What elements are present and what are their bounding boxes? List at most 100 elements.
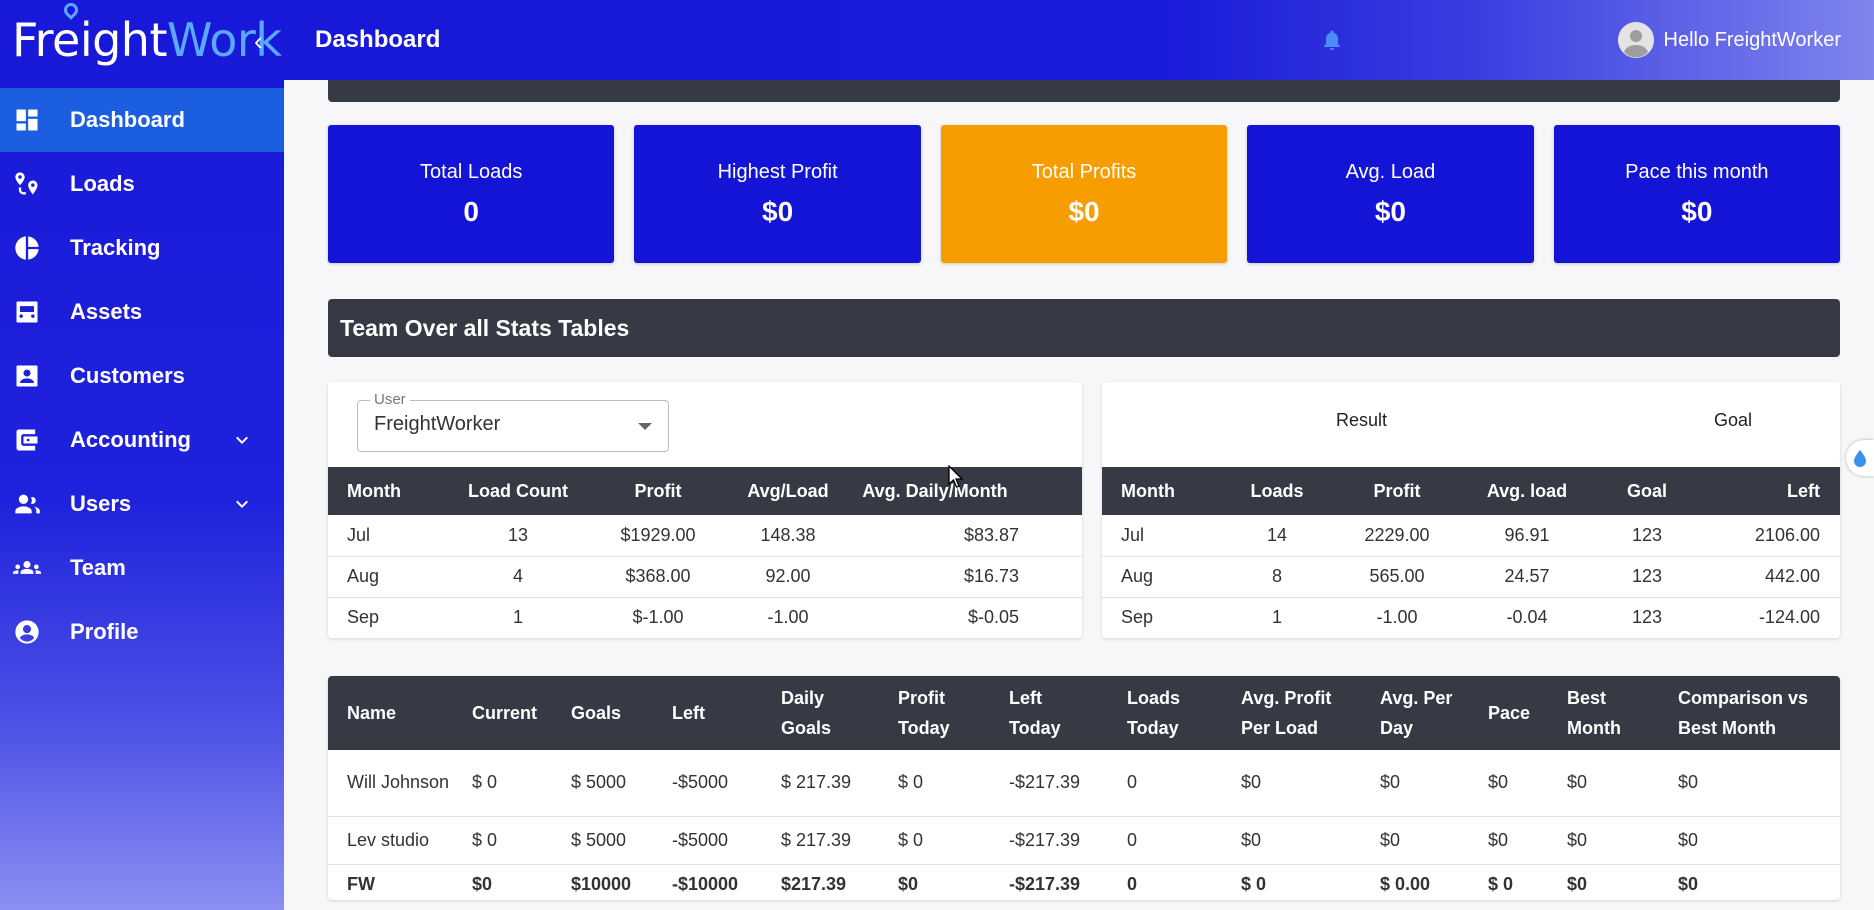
stat-card-value: $0: [762, 195, 794, 227]
section-bar-partial: [328, 80, 1840, 102]
floating-helper-widget[interactable]: [1846, 440, 1874, 476]
table-cell: 0: [1108, 816, 1222, 865]
stat-card-value: $0: [1068, 195, 1100, 227]
column-header: Month: [1102, 467, 1222, 515]
table-cell: 442.00: [1702, 556, 1840, 598]
table-cell: FW: [328, 864, 453, 900]
table-cell: Will Johnson: [328, 750, 453, 817]
sidebar-item-profile[interactable]: Profile: [0, 600, 284, 664]
table-cell: $ 5000: [552, 816, 653, 865]
table-cell: Jul: [1102, 515, 1222, 557]
table-cell: 1: [1222, 597, 1332, 638]
stat-card-label: Highest Profit: [717, 160, 838, 183]
table-cell: $0: [1469, 816, 1548, 865]
page-title: Dashboard: [315, 26, 441, 53]
column-header-text: Daily: [781, 688, 825, 708]
stat-card-label: Avg. Load: [1345, 160, 1436, 183]
user-select[interactable]: User FreightWorker: [357, 391, 669, 452]
table-row: Will Johnson $ 0 $ 5000 -$5000 $ 217.39 $ 0 -$…: [328, 750, 1840, 817]
column-header-text: Profit: [898, 688, 945, 708]
table-cell: $-1.00: [588, 597, 728, 638]
sidebar: FreightWork ‹ Dashboard Loads Tracking A…: [0, 0, 284, 910]
column-header-text: Left: [672, 703, 705, 723]
stat-card-label: Pace this month: [1625, 160, 1769, 183]
sidebar-item-assets[interactable]: Assets: [0, 280, 284, 344]
table-cell: $ 0: [879, 816, 990, 865]
stat-card-label: Total Profits: [1031, 160, 1137, 183]
table-cell: Sep: [328, 597, 448, 638]
chevron-down-icon[interactable]: [230, 428, 254, 452]
table-cell: 2229.00: [1332, 515, 1462, 557]
collapse-sidebar-icon[interactable]: ‹: [254, 26, 263, 56]
column-header: Name: [328, 676, 453, 750]
table-cell: -0.04: [1462, 597, 1592, 638]
team-goals-panel: Name Current Goals Left Daily Goals Profit Toda…: [328, 676, 1840, 900]
sidebar-item-label: Customers: [70, 363, 185, 388]
table-cell: $1929.00: [588, 515, 728, 557]
column-header: Avg/Load: [728, 467, 848, 515]
column-header: Goal: [1592, 467, 1702, 515]
column-header: Load Count: [448, 467, 588, 515]
sidebar-item-label: Loads: [70, 171, 135, 196]
table-cell: 148.38: [728, 515, 848, 557]
mouse-cursor-icon: [948, 465, 964, 488]
user-menu[interactable]: Hello FreightWorker: [1617, 22, 1841, 58]
table-row: Sep 1 -1.00 -0.04 123 -124.00: [1102, 597, 1840, 638]
user-select-label: User: [370, 391, 410, 408]
chevron-down-icon[interactable]: [230, 492, 254, 516]
table-cell: 14: [1222, 515, 1332, 557]
sidebar-item-loads[interactable]: Loads: [0, 152, 284, 216]
column-header-text: Today: [1009, 718, 1061, 738]
column-header-text: Pace: [1488, 703, 1531, 723]
table-cell: 565.00: [1332, 556, 1462, 598]
table-cell: -$5000: [653, 816, 762, 865]
column-header-text: Best Month: [1678, 718, 1776, 738]
table-cell: $ 0.00: [1361, 864, 1469, 900]
column-header-text: Goals: [781, 718, 832, 738]
stat-card-value: $0: [1681, 195, 1713, 227]
pie-chart-icon: [12, 233, 42, 263]
top-header: Dashboard Hello FreightWorker: [284, 0, 1874, 80]
sidebar-nav: Dashboard Loads Tracking Assets Customer…: [0, 88, 284, 664]
table-total-row: FW $0 $10000 -$10000 $217.39 $0 -$217.39 0 $ 0 $ …: [328, 864, 1840, 900]
dropdown-caret-icon: [638, 423, 652, 430]
account-circle-icon: [12, 617, 42, 647]
column-header: Avg. Profit Per Load: [1222, 676, 1361, 750]
column-header-text: Left: [1009, 688, 1042, 708]
sidebar-item-users[interactable]: Users: [0, 472, 284, 536]
user-monthly-table: Month Load Count Profit Avg/Load Avg. Da…: [328, 467, 1082, 638]
droplet-icon: [1854, 450, 1866, 467]
column-header: Pace: [1469, 676, 1548, 750]
column-header: Profit: [1332, 467, 1462, 515]
sidebar-item-accounting[interactable]: Accounting: [0, 408, 284, 472]
table-cell: 96.91: [1462, 515, 1592, 557]
table-cell: $0: [453, 864, 552, 900]
column-header: Left: [1702, 467, 1840, 515]
table-cell: $ 0: [453, 816, 552, 865]
stat-card-label: Total Loads: [420, 160, 523, 183]
table-cell: -$217.39: [990, 750, 1108, 817]
table-cell: $16.73: [848, 556, 1082, 598]
table-cell: $ 217.39: [762, 816, 879, 865]
table-cell: $10000: [552, 864, 653, 900]
sidebar-item-tracking[interactable]: Tracking: [0, 216, 284, 280]
sidebar-item-team[interactable]: Team: [0, 536, 284, 600]
sidebar-item-dashboard[interactable]: Dashboard: [0, 88, 284, 152]
brand-part2: Work: [166, 13, 282, 67]
table-cell: 123: [1592, 515, 1702, 557]
table-cell: 1: [448, 597, 588, 638]
column-header: Avg. Per Day: [1361, 676, 1469, 750]
brand-logo[interactable]: FreightWork: [12, 0, 282, 67]
table-cell: $0: [1659, 816, 1840, 865]
table-cell: -$5000: [653, 750, 762, 817]
notification-bell-icon[interactable]: [1320, 28, 1344, 52]
table-cell: $217.39: [762, 864, 879, 900]
people-icon: [12, 489, 42, 519]
column-header-text: Day: [1380, 718, 1414, 738]
sidebar-item-customers[interactable]: Customers: [0, 344, 284, 408]
table-cell: 123: [1592, 597, 1702, 638]
table-cell: Jul: [328, 515, 448, 557]
table-cell: $0: [1361, 750, 1469, 817]
stat-card-value: $0: [1374, 195, 1406, 227]
table-row: Jul 13 $1929.00 148.38 $83.87: [328, 515, 1082, 557]
